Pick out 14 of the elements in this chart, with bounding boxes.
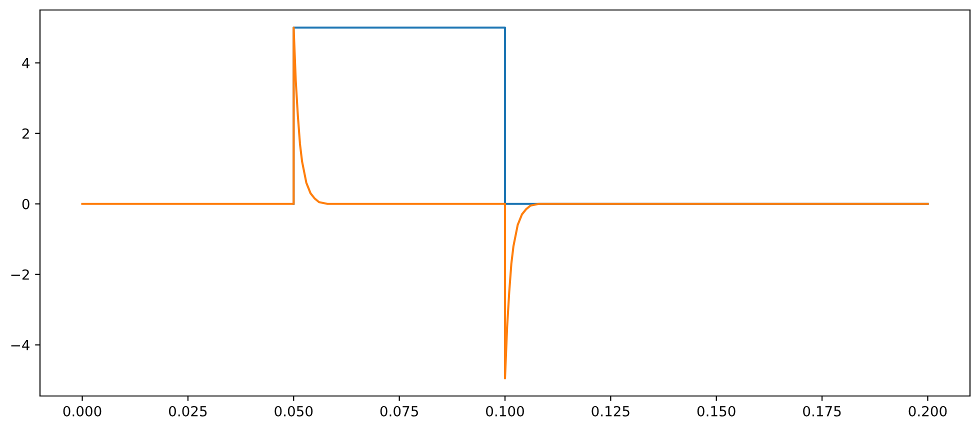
y-tick-label: −4 bbox=[11, 340, 30, 350]
y-tick-label: 0 bbox=[22, 198, 30, 210]
y-tick-label: −2 bbox=[11, 269, 29, 280]
x-tick-label: 0.200 bbox=[908, 406, 947, 416]
x-tick-label: 0.000 bbox=[63, 406, 102, 416]
y-tick-label: 4 bbox=[22, 58, 30, 68]
x-tick-label: 0.075 bbox=[380, 406, 418, 416]
x-tick-label: 0.175 bbox=[803, 406, 841, 416]
x-tick-label: 0.025 bbox=[168, 406, 207, 416]
x-tick-label: 0.150 bbox=[697, 406, 736, 416]
x-tick-label: 0.050 bbox=[274, 406, 313, 416]
x-tick-label: 0.100 bbox=[486, 406, 524, 416]
y-tick-label: 2 bbox=[22, 128, 29, 139]
x-tick-label: 0.125 bbox=[592, 406, 630, 416]
